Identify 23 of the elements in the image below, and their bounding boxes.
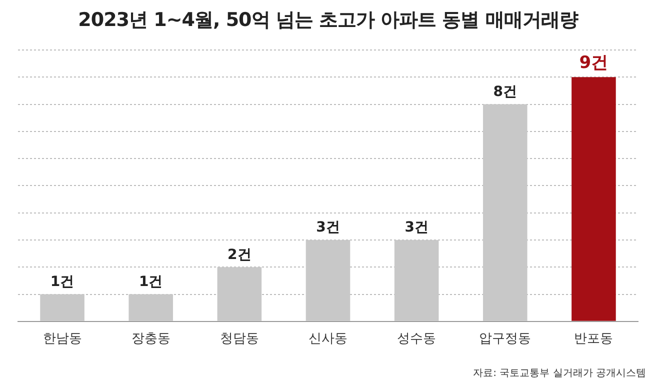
bar	[128, 294, 173, 321]
chart-title: 2023년 1~4월, 50억 넘는 초고가 아파트 동별 매매거래량	[77, 8, 580, 33]
data-label: 3건	[316, 220, 340, 236]
bar	[394, 240, 439, 321]
x-tick-label: 청담동	[220, 332, 259, 347]
bar	[572, 77, 616, 321]
bar	[306, 240, 350, 321]
x-tick-label: 신사동	[308, 332, 348, 347]
text: 자료: 국토교통부 실거래가 공개시스템	[473, 367, 646, 380]
x-tick-label: 한남동	[42, 332, 82, 347]
bar	[483, 104, 528, 321]
data-label: 2건	[228, 246, 252, 263]
data-label: 3건	[404, 220, 428, 236]
x-tick-label: 반포동	[574, 332, 614, 347]
x-tick-label: 성수동	[397, 332, 436, 347]
bar	[40, 294, 84, 321]
x-tick-label: 장충동	[131, 332, 170, 347]
data-label: 1건	[138, 274, 163, 290]
data-label: 8건	[493, 84, 518, 100]
bar	[217, 267, 262, 321]
data-label: 1건	[50, 274, 74, 290]
data-label: 9건	[579, 53, 608, 74]
x-tick-label: 압구정동	[479, 332, 532, 347]
